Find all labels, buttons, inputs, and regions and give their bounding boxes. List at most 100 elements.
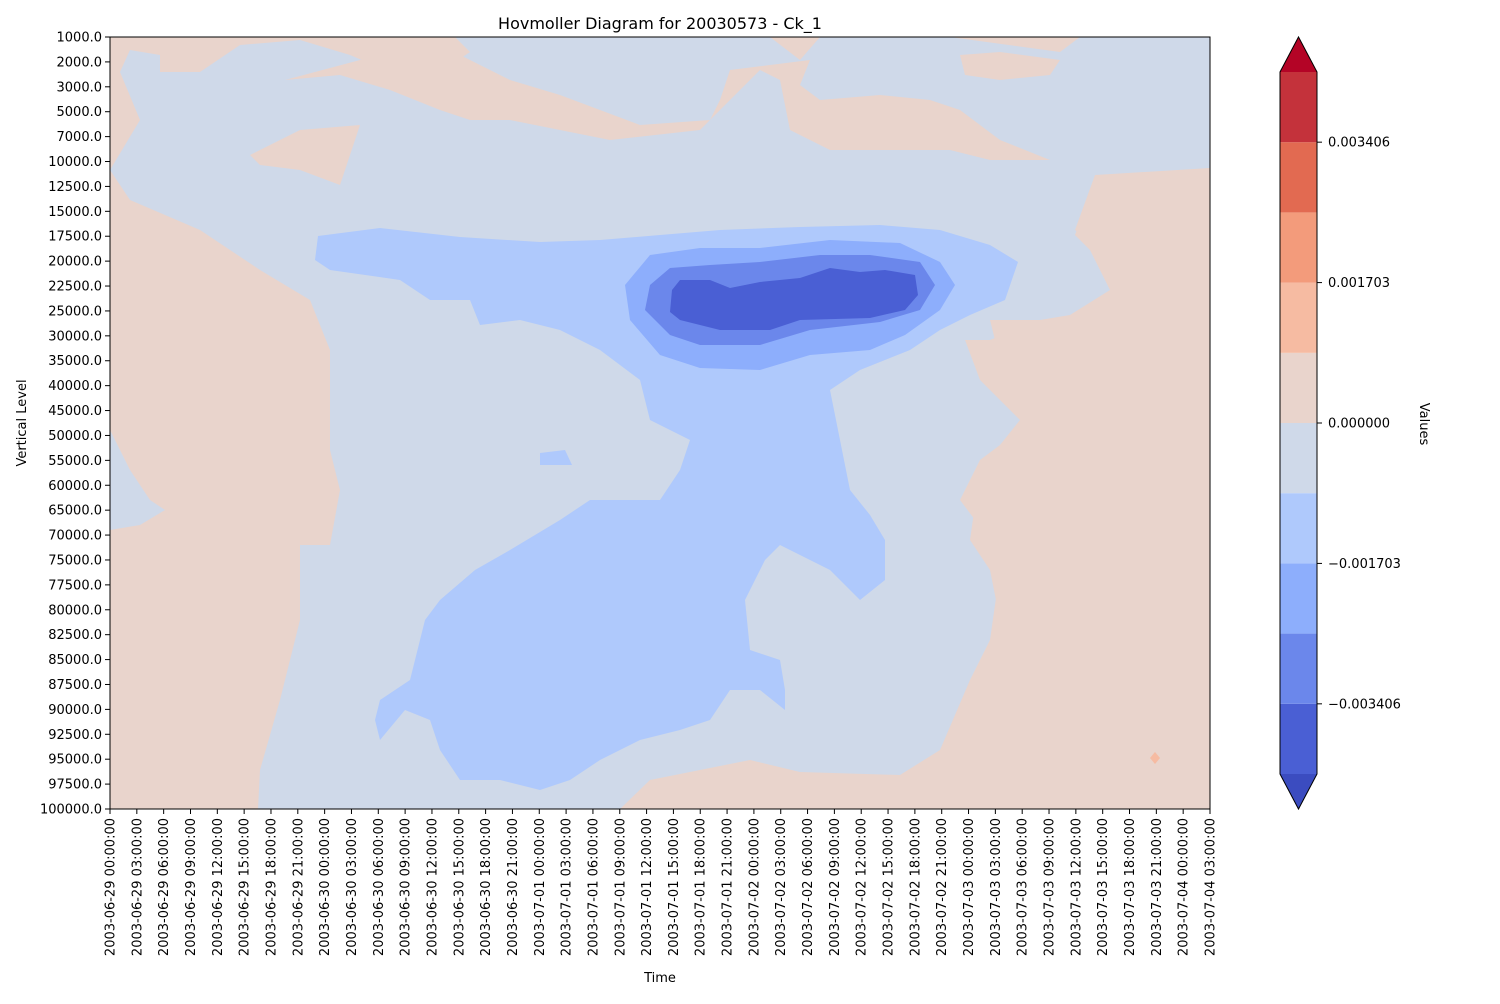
y-tick-label: 10000.0 <box>48 155 102 170</box>
y-tick-label: 65000.0 <box>48 504 102 519</box>
y-tick-label: 60000.0 <box>48 479 102 494</box>
colorbar-band <box>1280 633 1317 704</box>
x-tick-label: 2003-07-02 12:00:00 <box>855 818 870 956</box>
y-tick-label: 35000.0 <box>48 354 102 369</box>
colorbar-band <box>1280 563 1317 634</box>
y-axis-label: Vertical Level <box>15 379 30 466</box>
x-tick-label: 2003-06-29 21:00:00 <box>291 818 306 956</box>
y-tick-label: 50000.0 <box>48 429 102 444</box>
x-tick-label: 2003-07-02 00:00:00 <box>747 818 762 956</box>
y-tick-label: 12500.0 <box>48 180 102 195</box>
contour-band-light-negative <box>315 225 1018 790</box>
colorbar-band <box>1280 72 1317 143</box>
x-tick-label: 2003-07-02 21:00:00 <box>935 818 950 956</box>
x-tick-label: 2003-07-01 03:00:00 <box>560 818 575 956</box>
colorbar-band <box>1280 703 1317 774</box>
colorbar-tick-label: 0.003406 <box>1328 136 1390 151</box>
x-tick-label: 2003-07-02 18:00:00 <box>908 818 923 956</box>
colorbar-band <box>1280 282 1317 353</box>
y-tick-label: 82500.0 <box>48 628 102 643</box>
x-tick-label: 2003-07-01 06:00:00 <box>586 818 601 956</box>
y-tick-label: 90000.0 <box>48 703 102 718</box>
y-tick-label: 7000.0 <box>57 130 103 145</box>
contour-band-near-zero-positive <box>940 168 1210 809</box>
plot-area <box>110 37 1210 809</box>
x-tick-label: 2003-07-01 18:00:00 <box>694 818 709 956</box>
x-tick-label: 2003-07-01 15:00:00 <box>667 818 682 956</box>
x-tick-label: 2003-06-30 03:00:00 <box>345 818 360 956</box>
colorbar-band <box>1280 423 1317 494</box>
y-tick-label: 92500.0 <box>48 728 102 743</box>
y-tick-label: 70000.0 <box>48 529 102 544</box>
y-tick-label: 95000.0 <box>48 753 102 768</box>
contour-band-core-negative <box>670 268 918 330</box>
colorbar-band <box>1280 142 1317 213</box>
contour-band-near-zero-negative <box>110 430 165 530</box>
x-axis: 2003-06-29 00:00:00 2003-06-29 03:00:00 20… <box>104 809 1219 956</box>
y-tick-label: 100000.0 <box>40 803 102 818</box>
y-tick-label: 77500.0 <box>48 578 102 593</box>
y-tick-label: 20000.0 <box>48 255 102 270</box>
x-axis-label: Time <box>643 971 676 986</box>
y-tick-label: 30000.0 <box>48 329 102 344</box>
colorbar-band <box>1280 493 1317 564</box>
x-tick-label: 2003-07-02 09:00:00 <box>828 818 843 956</box>
y-tick-label: 22500.0 <box>48 280 102 295</box>
x-tick-label: 2003-06-30 09:00:00 <box>399 818 414 956</box>
colorbar-tick-label: −0.001703 <box>1328 557 1401 572</box>
y-tick-label: 3000.0 <box>57 80 103 95</box>
x-tick-label: 2003-06-29 18:00:00 <box>264 818 279 956</box>
colorbar-label: Values <box>1416 403 1431 446</box>
y-tick-label: 55000.0 <box>48 454 102 469</box>
y-tick-label: 40000.0 <box>48 379 102 394</box>
x-tick-label: 2003-06-29 15:00:00 <box>238 818 253 956</box>
x-tick-label: 2003-07-01 12:00:00 <box>640 818 655 956</box>
colorbar-tick-label: −0.003406 <box>1328 697 1401 712</box>
y-tick-label: 87500.0 <box>48 678 102 693</box>
x-tick-label: 2003-06-29 00:00:00 <box>104 818 119 956</box>
contour-band-near-zero-positive <box>250 125 360 185</box>
x-tick-label: 2003-07-03 03:00:00 <box>989 818 1004 956</box>
x-tick-label: 2003-06-29 03:00:00 <box>130 818 145 956</box>
contour-band-near-zero-positive <box>960 52 1060 80</box>
contour-band-near-zero-positive <box>285 50 1050 160</box>
plot-frame <box>109 36 1211 810</box>
x-tick-label: 2003-07-01 21:00:00 <box>721 818 736 956</box>
x-tick-label: 2003-06-30 21:00:00 <box>506 818 521 956</box>
y-axis: 1000.0 2000.0 3000.0 5000.0 7000.0 10000.0 125… <box>40 31 110 818</box>
colorbar-tick-label: 0.000000 <box>1328 417 1390 432</box>
x-tick-label: 2003-06-30 06:00:00 <box>372 818 387 956</box>
y-tick-label: 45000.0 <box>48 404 102 419</box>
colorbar-band <box>1280 352 1317 423</box>
y-tick-label: 2000.0 <box>57 55 103 70</box>
x-tick-label: 2003-07-02 03:00:00 <box>774 818 789 956</box>
x-tick-label: 2003-06-29 06:00:00 <box>157 818 172 956</box>
colorbar-extend-min <box>1280 774 1317 809</box>
x-tick-label: 2003-07-03 18:00:00 <box>1123 818 1138 956</box>
y-tick-label: 85000.0 <box>48 653 102 668</box>
x-tick-label: 2003-06-29 09:00:00 <box>184 818 199 956</box>
y-tick-label: 15000.0 <box>48 205 102 220</box>
x-tick-label: 2003-06-30 12:00:00 <box>425 818 440 956</box>
x-tick-label: 2003-06-29 12:00:00 <box>211 818 226 956</box>
x-tick-label: 2003-07-04 00:00:00 <box>1177 818 1192 956</box>
colorbar-band <box>1280 212 1317 283</box>
x-tick-label: 2003-06-30 15:00:00 <box>452 818 467 956</box>
y-tick-label: 75000.0 <box>48 553 102 568</box>
x-tick-label: 2003-07-03 12:00:00 <box>1069 818 1084 956</box>
colorbar-extend-max <box>1280 37 1317 72</box>
x-tick-label: 2003-07-03 09:00:00 <box>1043 818 1058 956</box>
contour-band-positive-spot <box>1150 752 1160 764</box>
colorbar: 0.003406 0.001703 0.000000 −0.001703 −0.0034… <box>1279 35 1401 811</box>
x-tick-label: 2003-07-01 09:00:00 <box>613 818 628 956</box>
y-tick-label: 25000.0 <box>48 304 102 319</box>
x-tick-label: 2003-06-30 18:00:00 <box>479 818 494 956</box>
x-tick-label: 2003-07-03 06:00:00 <box>1016 818 1031 956</box>
x-tick-label: 2003-07-03 15:00:00 <box>1096 818 1111 956</box>
chart-title: Hovmoller Diagram for 20030573 - Ck_1 <box>498 14 822 34</box>
y-tick-label: 17500.0 <box>48 230 102 245</box>
x-tick-label: 2003-06-30 00:00:00 <box>318 818 333 956</box>
x-tick-label: 2003-07-04 03:00:00 <box>1204 818 1219 956</box>
x-tick-label: 2003-07-03 00:00:00 <box>962 818 977 956</box>
